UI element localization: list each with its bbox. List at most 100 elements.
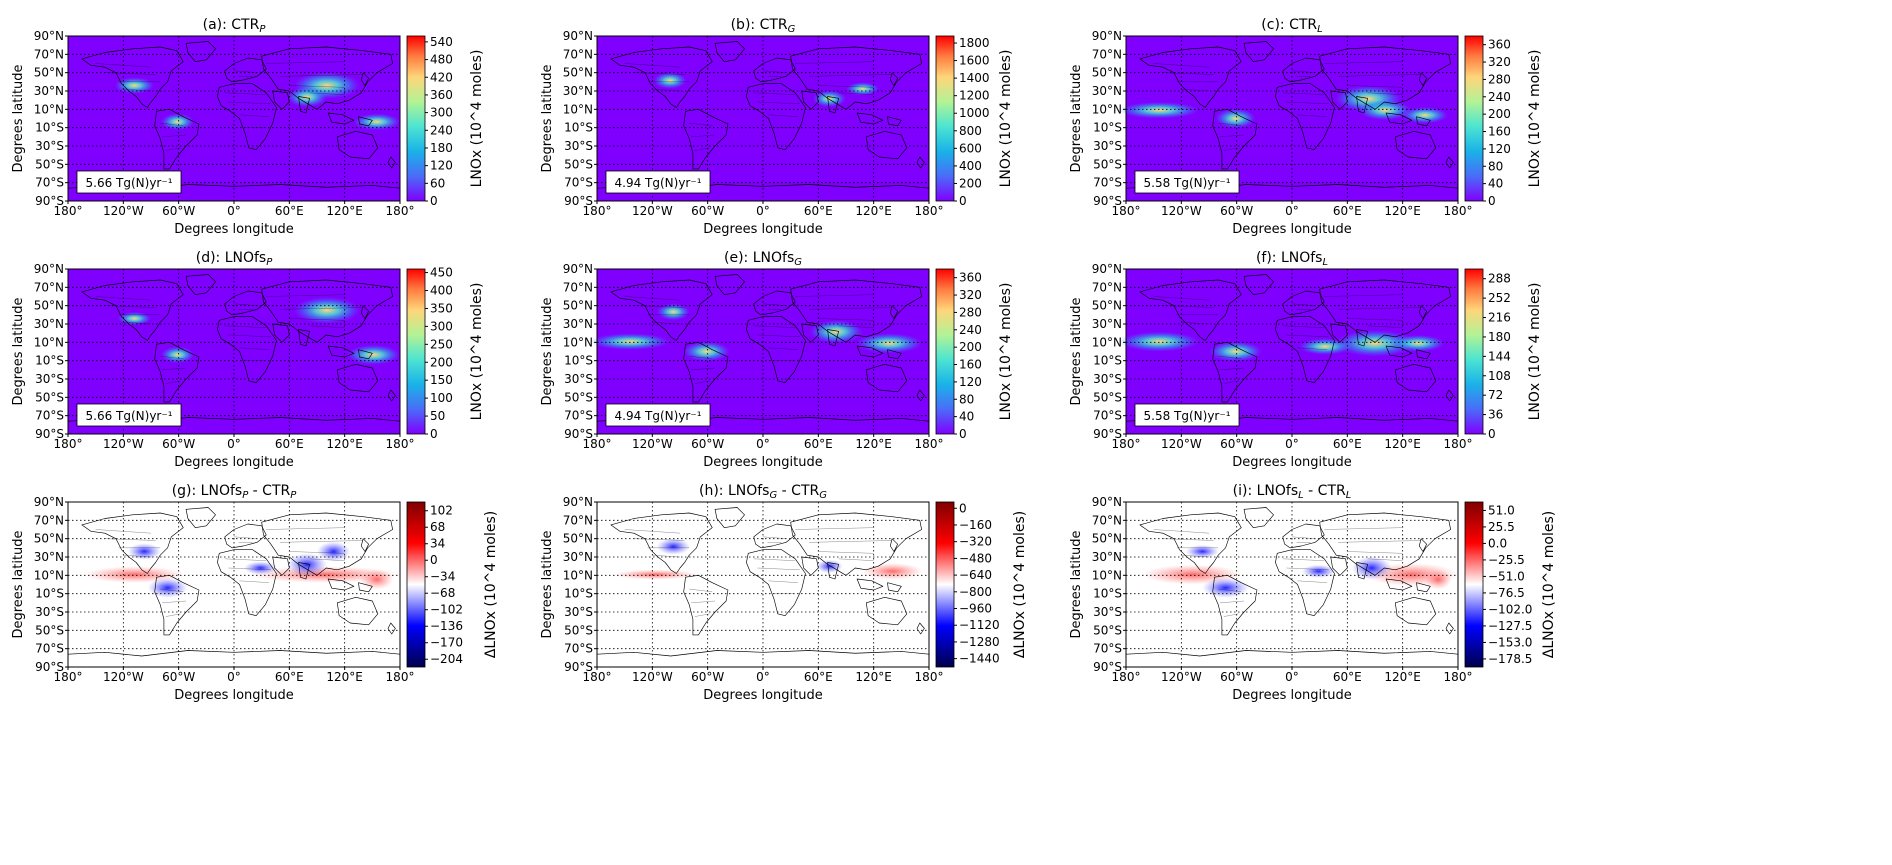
colorbar-tick-label: 34 (430, 537, 445, 551)
lat-tick-label: 90°N (563, 495, 593, 509)
total-box (1134, 403, 1240, 427)
panel-title: (c): CTRL (1261, 17, 1322, 35)
lon-tick-label: 120°W (1161, 670, 1202, 684)
lon-tick-label: 60°E (275, 204, 304, 218)
x-axis-label: Degrees longitude (1232, 688, 1351, 703)
x-axis-label: Degrees longitude (1232, 455, 1351, 470)
colorbar-label: LNOx (10^4 moles) (998, 283, 1014, 421)
title-base: (c): CTR (1261, 17, 1317, 33)
lon-tick-label: 180° (54, 204, 83, 218)
colorbar-tick-label: 0 (430, 427, 438, 441)
lon-tick-label: 180° (386, 437, 415, 451)
lat-tick-label: 10°N (1092, 102, 1122, 116)
lat-tick-label: 30°N (1092, 317, 1122, 331)
x-axis-label: Degrees longitude (703, 688, 822, 703)
panel-b: 180° 120°W 60°W 0° 60°E 120°E 180° 90°N 70°N 50°N… (540, 17, 1014, 237)
colorbar-tick-label: 0 (430, 194, 438, 208)
lat-tick-label: 50°S (1093, 390, 1122, 404)
lat-tick-label: 30°S (35, 139, 64, 153)
lat-tick-label: 30°S (564, 605, 593, 619)
lat-tick-label: 10°N (1092, 568, 1122, 582)
colorbar-tick-label: 400 (430, 284, 453, 298)
graticule (597, 36, 929, 201)
colorbar-tick-label: −76.5 (1488, 586, 1525, 600)
lon-tick-label: 180° (1112, 204, 1141, 218)
colorbar-tick-label: 0 (959, 427, 967, 441)
lat-tick-label: 70°N (34, 47, 64, 61)
lat-tick-label: 10°N (563, 102, 593, 116)
lon-tick-label: 60°W (162, 437, 195, 451)
field-hotspot (656, 303, 690, 321)
colorbar-tick-label: −68 (430, 586, 455, 600)
lon-tick-label: 120°W (632, 437, 673, 451)
lat-tick-label: 90°S (35, 660, 64, 674)
lat-tick-label: 10°S (35, 587, 64, 601)
colorbar-tick-label: −127.5 (1488, 619, 1532, 633)
panel-e: 180° 120°W 60°W 0° 60°E 120°E 180° 90°N 70°N 50°N… (540, 250, 1014, 470)
field-hotspot (1391, 335, 1445, 352)
y-axis-label: Degrees latitude (1069, 64, 1084, 172)
lat-tick-label: 90°S (1093, 660, 1122, 674)
lon-tick-label: 0° (227, 670, 241, 684)
lon-tick-label: 120°E (1384, 437, 1421, 451)
title-subscript: L (1322, 257, 1328, 268)
field-overlay (653, 72, 880, 107)
field-positive (1424, 569, 1452, 590)
x-axis-label: Degrees longitude (1232, 222, 1351, 237)
colorbar-tick-label: 1800 (959, 36, 990, 50)
title-subscript: G (819, 490, 827, 501)
field-hotspot (653, 72, 687, 89)
lat-tick-label: 90°N (563, 29, 593, 43)
lon-tick-label: 120°W (103, 437, 144, 451)
lon-tick-label: 120°W (1161, 437, 1202, 451)
lat-tick-label: 50°N (34, 532, 64, 546)
colorbar-tick-label: 280 (959, 305, 982, 319)
lat-tick-label: 10°S (1093, 354, 1122, 368)
lon-tick-label: 120°W (1161, 204, 1202, 218)
colorbar-tick-label: 480 (430, 53, 453, 67)
colorbar-tick-label: −178.5 (1488, 652, 1532, 666)
lat-tick-label: 50°S (35, 390, 64, 404)
lat-tick-label: 70°N (1092, 47, 1122, 61)
colorbar-tick-label: 40 (1488, 177, 1503, 191)
lon-tick-label: 60°E (804, 204, 833, 218)
lat-tick-label: 30°N (1092, 84, 1122, 98)
lat-tick-label: 70°S (35, 176, 64, 190)
y-axis-label: Degrees latitude (11, 530, 26, 638)
colorbar-tick-label: 25.5 (1488, 520, 1515, 534)
title-subscript: L (1317, 24, 1323, 35)
lat-tick-label: 50°N (563, 532, 593, 546)
total-label: 5.66 Tg(N)yr⁻¹ (86, 409, 173, 423)
lon-tick-label: 0° (756, 204, 770, 218)
colorbar-tick-label: 120 (430, 159, 453, 173)
lat-tick-label: 10°S (1093, 121, 1122, 135)
lon-tick-label: 0° (1285, 670, 1299, 684)
colorbar-label: ΔLNOx (10^4 moles) (483, 511, 499, 658)
lat-tick-label: 70°S (1093, 642, 1122, 656)
lat-tick-label: 90°S (564, 194, 593, 208)
colorbar-tick-label: −170 (430, 636, 463, 650)
field-hotspot (1209, 341, 1263, 362)
lat-tick-label: 70°N (1092, 513, 1122, 527)
field-overlay (590, 303, 923, 362)
total-label: 4.94 Tg(N)yr⁻¹ (615, 176, 702, 190)
title-subscript: G (769, 490, 777, 501)
colorbar-tick-label: 360 (1488, 38, 1511, 52)
colorbar-tick-label: 0 (959, 501, 967, 515)
field-hotspot (114, 77, 155, 94)
panel-title: (b): CTRG (731, 17, 796, 35)
lat-tick-label: 30°S (35, 372, 64, 386)
lat-tick-label: 90°S (35, 194, 64, 208)
y-axis-label: Degrees latitude (540, 64, 555, 172)
lon-tick-label: 60°W (691, 670, 724, 684)
field-overlay (613, 538, 923, 580)
title-tail: - CTR (248, 483, 290, 499)
title-subscript: P (290, 490, 297, 501)
lat-tick-label: 50°S (564, 157, 593, 171)
lon-tick-label: 60°W (1220, 204, 1253, 218)
colorbar-tick-label: 288 (1488, 272, 1511, 286)
y-axis-label: Degrees latitude (1069, 297, 1084, 405)
colorbar-tick-label: −160 (959, 518, 992, 532)
colorbar-tick-label: 0 (1488, 427, 1496, 441)
field-overlay (1119, 85, 1449, 129)
